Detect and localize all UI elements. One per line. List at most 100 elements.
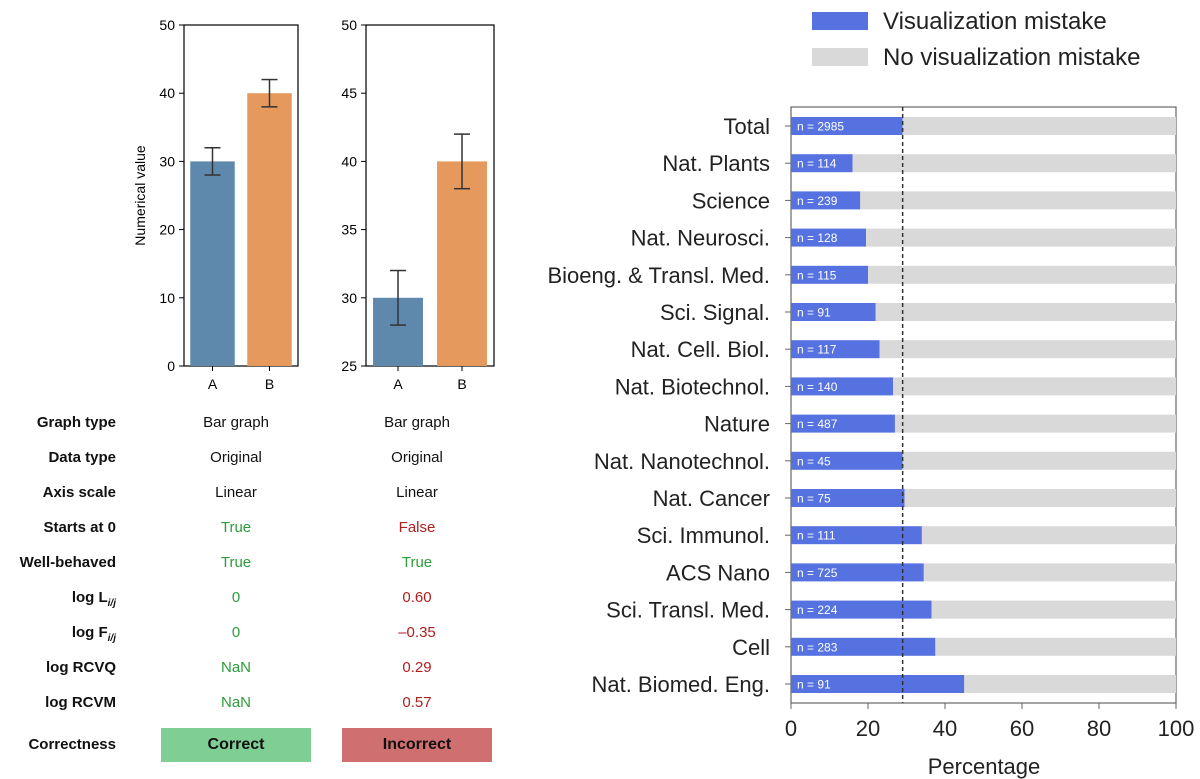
category-label: Sci. Immunol. xyxy=(637,523,770,548)
row-label: Well-behaved xyxy=(0,550,116,576)
left-chart-bar-b xyxy=(247,93,292,366)
mid-chart-x-tick-label: B xyxy=(457,376,466,392)
row-label: Axis scale xyxy=(0,480,116,506)
incorrect-badge: Incorrect xyxy=(342,728,492,762)
left-chart-y-axis-label: Numerical value xyxy=(132,145,148,246)
category-label: Nat. Biotechnol. xyxy=(615,374,770,399)
bar-mistake xyxy=(791,600,932,619)
left-chart-plot-frame xyxy=(183,24,299,367)
legend-label-mistake: Visualization mistake xyxy=(883,8,1107,35)
bar-mistake xyxy=(791,340,880,359)
bar-no-mistake xyxy=(875,303,1176,321)
table-row: Graph type Bar graph Bar graph xyxy=(0,410,520,436)
value-correct-graph: NaN xyxy=(220,659,251,676)
mid-chart-y-tick-label: 40 xyxy=(341,153,357,169)
bar-n-label: n = 128 xyxy=(797,231,838,245)
table-row: log RCVQ NaN 0.29 xyxy=(0,655,520,681)
value-correct-graph: NaN xyxy=(220,694,251,711)
bar-chart-truncated-axis: 25 30 35 40 45 50 A B xyxy=(341,17,495,392)
mid-chart-y-tick-label: 50 xyxy=(341,17,357,33)
category-label: Nat. Cell. Biol. xyxy=(631,337,770,362)
legend-swatch-mistake xyxy=(812,12,868,30)
bar-n-label: n = 725 xyxy=(797,566,838,580)
category-label: Bioeng. & Transl. Med. xyxy=(547,263,770,288)
left-chart-y-tick-label: 50 xyxy=(159,17,175,33)
category-label: Sci. Transl. Med. xyxy=(606,598,770,623)
category-label: Nature xyxy=(704,412,770,437)
bar-n-label: n = 75 xyxy=(797,492,831,506)
category-label: Total xyxy=(724,114,770,139)
row-label-text: Graph type xyxy=(36,414,116,431)
x-tick-label: 100 xyxy=(1158,716,1195,741)
bar-n-label: n = 91 xyxy=(797,678,831,692)
row-label-text: log F xyxy=(71,624,108,641)
mid-chart-bar-b xyxy=(437,161,487,366)
x-axis-label: Percentage xyxy=(928,754,1041,779)
x-tick-label: 80 xyxy=(1087,716,1111,741)
row-label: log RCVQ xyxy=(0,655,116,681)
table-row: log RCVM NaN 0.57 xyxy=(0,690,520,716)
value-incorrect-graph: Original xyxy=(391,449,443,466)
mid-chart-y-tick-label: 35 xyxy=(341,222,357,238)
bar-no-mistake xyxy=(935,637,1176,656)
bar-chart-zero-baseline: 0 10 20 30 40 50 A B Numerical value xyxy=(132,17,299,392)
bar-no-mistake xyxy=(860,191,1176,210)
value-incorrect-graph: –0.35 xyxy=(398,624,436,641)
row-label-subscript: i/j xyxy=(107,598,116,609)
table-row: log Fi/j 0 –0.35 xyxy=(0,620,520,646)
bar-no-mistake xyxy=(923,563,1176,582)
value-correct-graph: Original xyxy=(210,449,262,466)
mid-chart-y-tick-label: 25 xyxy=(341,358,357,374)
category-label: Nat. Nanotechnol. xyxy=(594,449,770,474)
row-label-text: log L xyxy=(71,589,108,606)
bar-mistake xyxy=(791,117,903,135)
bar-n-label: n = 114 xyxy=(797,157,837,171)
bar-n-label: n = 487 xyxy=(797,417,838,431)
bar-n-label: n = 117 xyxy=(797,343,837,357)
bar-no-mistake xyxy=(868,265,1176,284)
mid-chart-y-tick-label: 45 xyxy=(341,85,357,101)
row-label-text: log RCVQ xyxy=(46,659,116,676)
bar-mistake xyxy=(791,377,894,396)
bar-no-mistake xyxy=(931,600,1176,619)
row-label-text: Starts at 0 xyxy=(43,519,116,536)
value-correct-graph: Bar graph xyxy=(203,414,269,431)
table-row: Well-behaved True True xyxy=(0,550,520,576)
bar-mistake xyxy=(791,303,876,321)
category-label: Nat. Plants xyxy=(662,151,770,176)
value-correct-graph: True xyxy=(220,519,252,536)
x-tick-label: 40 xyxy=(933,716,957,741)
plot-frame xyxy=(790,106,1177,704)
bar-mistake xyxy=(791,637,936,656)
bar-no-mistake xyxy=(893,377,1176,396)
row-label: log RCVM xyxy=(0,690,116,716)
bar-n-label: n = 115 xyxy=(797,268,837,282)
value-incorrect-graph: False xyxy=(398,519,436,536)
bar-mistake xyxy=(791,675,965,693)
bar-mistake xyxy=(791,451,903,470)
row-label: log Li/j xyxy=(0,585,116,617)
bar-no-mistake xyxy=(902,117,1176,135)
x-tick-label: 60 xyxy=(1010,716,1034,741)
value-correct-graph: 0 xyxy=(231,624,241,641)
left-chart-y-tick-label: 10 xyxy=(159,290,175,306)
bar-n-label: n = 111 xyxy=(797,529,836,543)
row-label-text: Axis scale xyxy=(42,484,116,501)
row-label-subscript: i/j xyxy=(107,633,116,644)
mid-chart-x-tick-label: A xyxy=(393,376,403,392)
correct-badge: Correct xyxy=(161,728,311,762)
bar-mistake xyxy=(791,154,853,173)
left-chart-y-tick-label: 0 xyxy=(167,358,175,374)
value-correct-graph: 0 xyxy=(231,589,241,606)
bar-n-label: n = 140 xyxy=(797,380,838,394)
bar-n-label: n = 45 xyxy=(797,454,831,468)
row-label-text: Well-behaved xyxy=(19,554,116,571)
bar-no-mistake xyxy=(879,340,1176,359)
left-chart-bar-a xyxy=(190,161,235,366)
value-incorrect-graph: True xyxy=(401,554,433,571)
mistake-percentage-chart: Visualization mistake No visualization mi… xyxy=(547,8,1195,779)
bar-no-mistake xyxy=(852,154,1176,173)
row-label-text: log RCVM xyxy=(45,694,116,711)
value-incorrect-graph: 0.60 xyxy=(402,589,432,606)
category-label: Nat. Biomed. Eng. xyxy=(591,672,770,697)
